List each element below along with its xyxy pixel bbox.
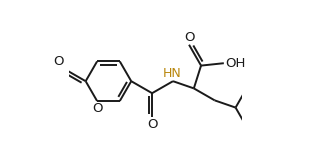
Text: HN: HN bbox=[163, 67, 181, 80]
Text: O: O bbox=[147, 118, 157, 131]
Text: O: O bbox=[92, 102, 102, 115]
Text: O: O bbox=[53, 55, 64, 68]
Text: OH: OH bbox=[225, 57, 245, 70]
Text: O: O bbox=[184, 31, 194, 44]
